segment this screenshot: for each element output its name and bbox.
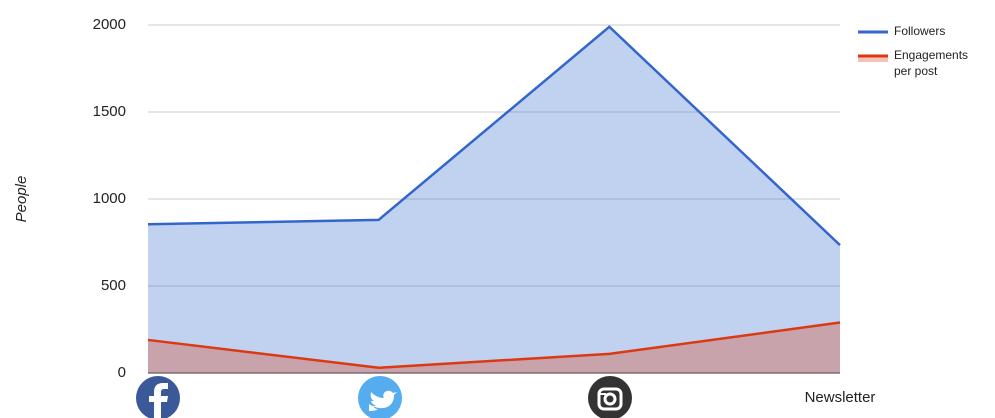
area: [148, 322, 840, 373]
area: [148, 26, 840, 374]
x-tick-label: Newsletter: [805, 389, 876, 406]
legend-text: Engagements per post: [894, 48, 968, 78]
y-tick-label: 0: [118, 364, 126, 381]
legend-swatch-area: [858, 56, 888, 62]
y-tick-label: 2000: [93, 16, 126, 33]
line: [147, 25, 841, 247]
y-axis-label: People: [13, 176, 30, 223]
facebook-icon: [136, 376, 180, 418]
y-tick-label: 1000: [93, 190, 126, 207]
y-tick-label: 1500: [93, 103, 126, 120]
y-tick-label: 500: [101, 277, 126, 294]
line: [147, 321, 841, 370]
legend-text: Followers: [894, 24, 945, 38]
plot: 0 500 1000 1500 2000 Newsletter Followers Engag…: [93, 16, 968, 406]
instagram-icon: [588, 376, 632, 418]
twitter-icon: [358, 376, 402, 418]
